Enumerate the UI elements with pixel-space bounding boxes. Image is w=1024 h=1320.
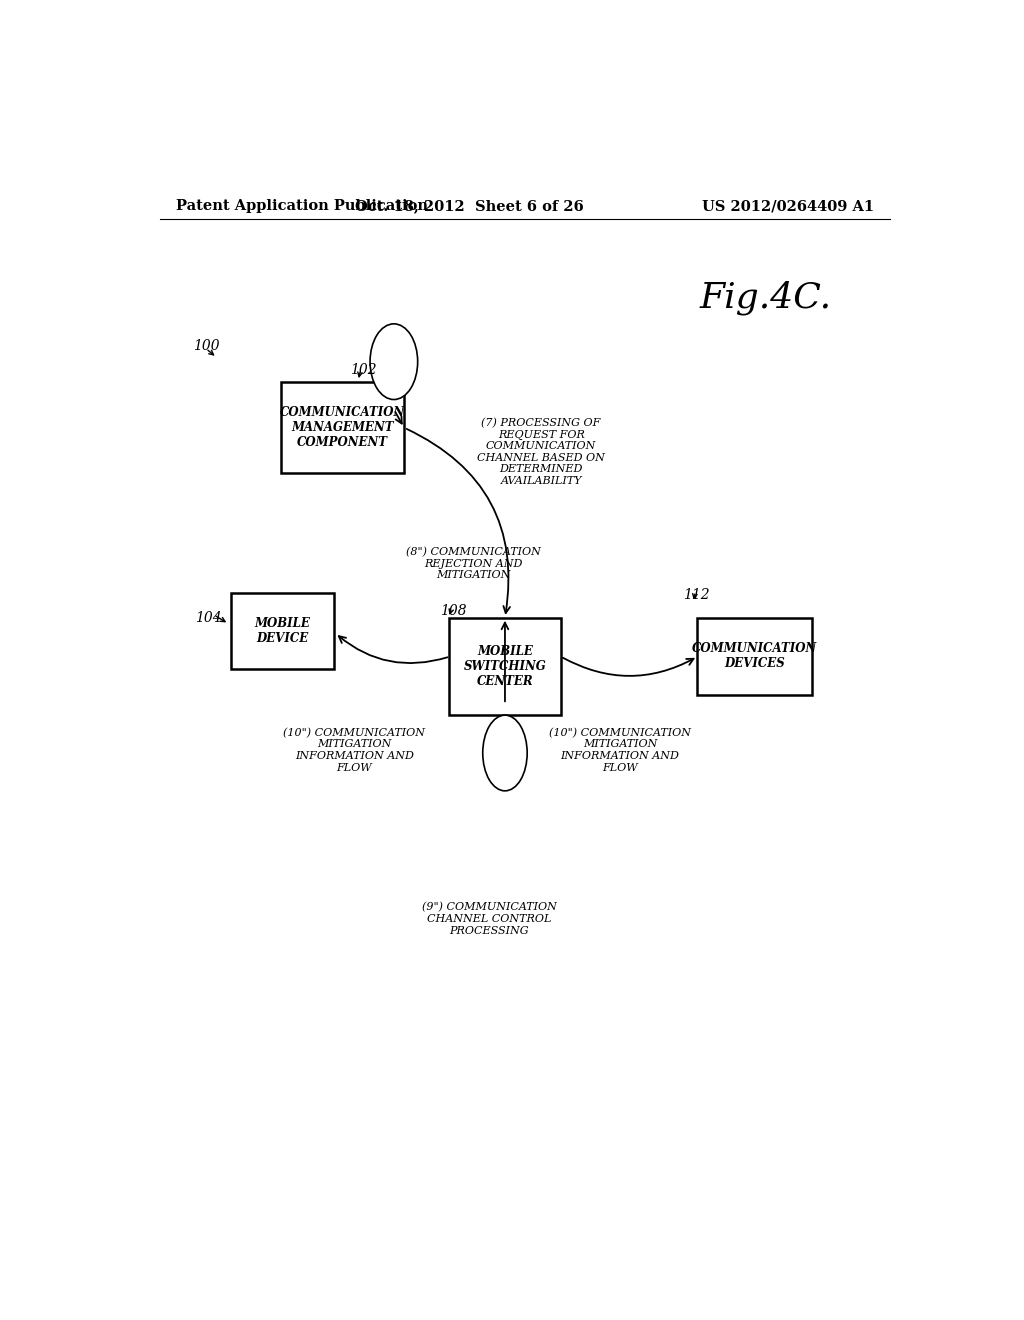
Text: (7) PROCESSING OF
REQUEST FOR
COMMUNICATION
CHANNEL BASED ON
DETERMINED
AVAILABI: (7) PROCESSING OF REQUEST FOR COMMUNICAT… [477,417,605,486]
Text: COMMUNICATION
MANAGEMENT
COMPONENT: COMMUNICATION MANAGEMENT COMPONENT [280,407,404,449]
Text: 100: 100 [194,339,220,354]
Text: (9") COMMUNICATION
CHANNEL CONTROL
PROCESSING: (9") COMMUNICATION CHANNEL CONTROL PROCE… [422,903,556,936]
FancyBboxPatch shape [697,618,812,694]
Ellipse shape [370,323,418,400]
FancyBboxPatch shape [450,618,560,715]
Text: Fig.4C.: Fig.4C. [699,280,831,315]
Text: US 2012/0264409 A1: US 2012/0264409 A1 [701,199,873,213]
Text: MOBILE
DEVICE: MOBILE DEVICE [255,616,310,645]
Text: 102: 102 [350,363,377,376]
Text: 104: 104 [196,611,222,624]
Text: 108: 108 [440,603,467,618]
Text: Oct. 18, 2012  Sheet 6 of 26: Oct. 18, 2012 Sheet 6 of 26 [355,199,584,213]
Text: MOBILE
SWITCHING
CENTER: MOBILE SWITCHING CENTER [464,645,547,688]
Text: 112: 112 [684,589,711,602]
Text: (10") COMMUNICATION
MITIGATION
INFORMATION AND
FLOW: (10") COMMUNICATION MITIGATION INFORMATI… [284,727,425,772]
Text: COMMUNICATION
DEVICES: COMMUNICATION DEVICES [692,643,817,671]
Text: (10") COMMUNICATION
MITIGATION
INFORMATION AND
FLOW: (10") COMMUNICATION MITIGATION INFORMATI… [549,727,691,772]
FancyBboxPatch shape [281,381,403,474]
Text: (8") COMMUNICATION
REJECTION AND
MITIGATION: (8") COMMUNICATION REJECTION AND MITIGAT… [406,546,541,581]
Ellipse shape [482,715,527,791]
Text: Patent Application Publication: Patent Application Publication [176,199,428,213]
FancyBboxPatch shape [231,593,334,669]
